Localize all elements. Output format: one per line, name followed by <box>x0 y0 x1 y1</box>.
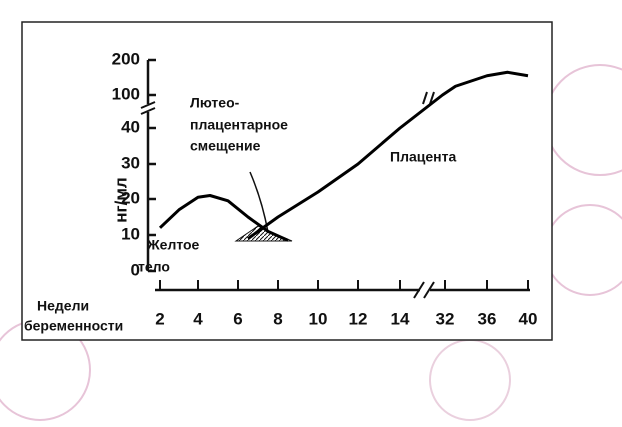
x-tick-label: 8 <box>273 309 282 328</box>
x-tick-label: 6 <box>233 309 242 328</box>
y-tick-label: 30 <box>121 153 140 172</box>
x-axis-label: Недели <box>37 298 89 314</box>
x-tick-label: 4 <box>193 309 203 328</box>
x-axis-label: беременности <box>24 318 123 334</box>
x-tick-label: 2 <box>155 309 164 328</box>
decoration <box>544 204 622 296</box>
x-tick-label: 12 <box>349 309 368 328</box>
y-tick-label: 10 <box>121 224 140 243</box>
x-tick-label: 40 <box>519 309 538 328</box>
decoration <box>429 339 511 421</box>
x-tick-label: 14 <box>391 309 410 328</box>
data-line <box>247 70 529 240</box>
y-axis-label: нг/мл <box>111 177 130 222</box>
y-tick-label: 100 <box>112 84 140 103</box>
annotation: Лютео- <box>190 95 240 111</box>
y-tick-label: 200 <box>112 49 140 68</box>
y-tick-label: 20 <box>121 188 140 207</box>
annotation: Желтое <box>146 237 200 253</box>
data-line <box>158 194 289 242</box>
x-tick-label: 36 <box>478 309 497 328</box>
axis-break <box>413 281 435 299</box>
axis-break <box>140 101 156 115</box>
y-tick-label: 0 <box>131 260 140 279</box>
x-tick-label: 32 <box>436 309 455 328</box>
annotation: смещение <box>190 138 261 154</box>
y-tick-label: 40 <box>121 117 140 136</box>
decoration <box>544 64 622 176</box>
annotation: Плацента <box>390 149 456 165</box>
x-tick-label: 10 <box>309 309 328 328</box>
annotation: тело <box>138 259 170 275</box>
line-break <box>422 91 435 105</box>
annotation: плацентарное <box>190 117 288 133</box>
frame <box>21 21 553 341</box>
